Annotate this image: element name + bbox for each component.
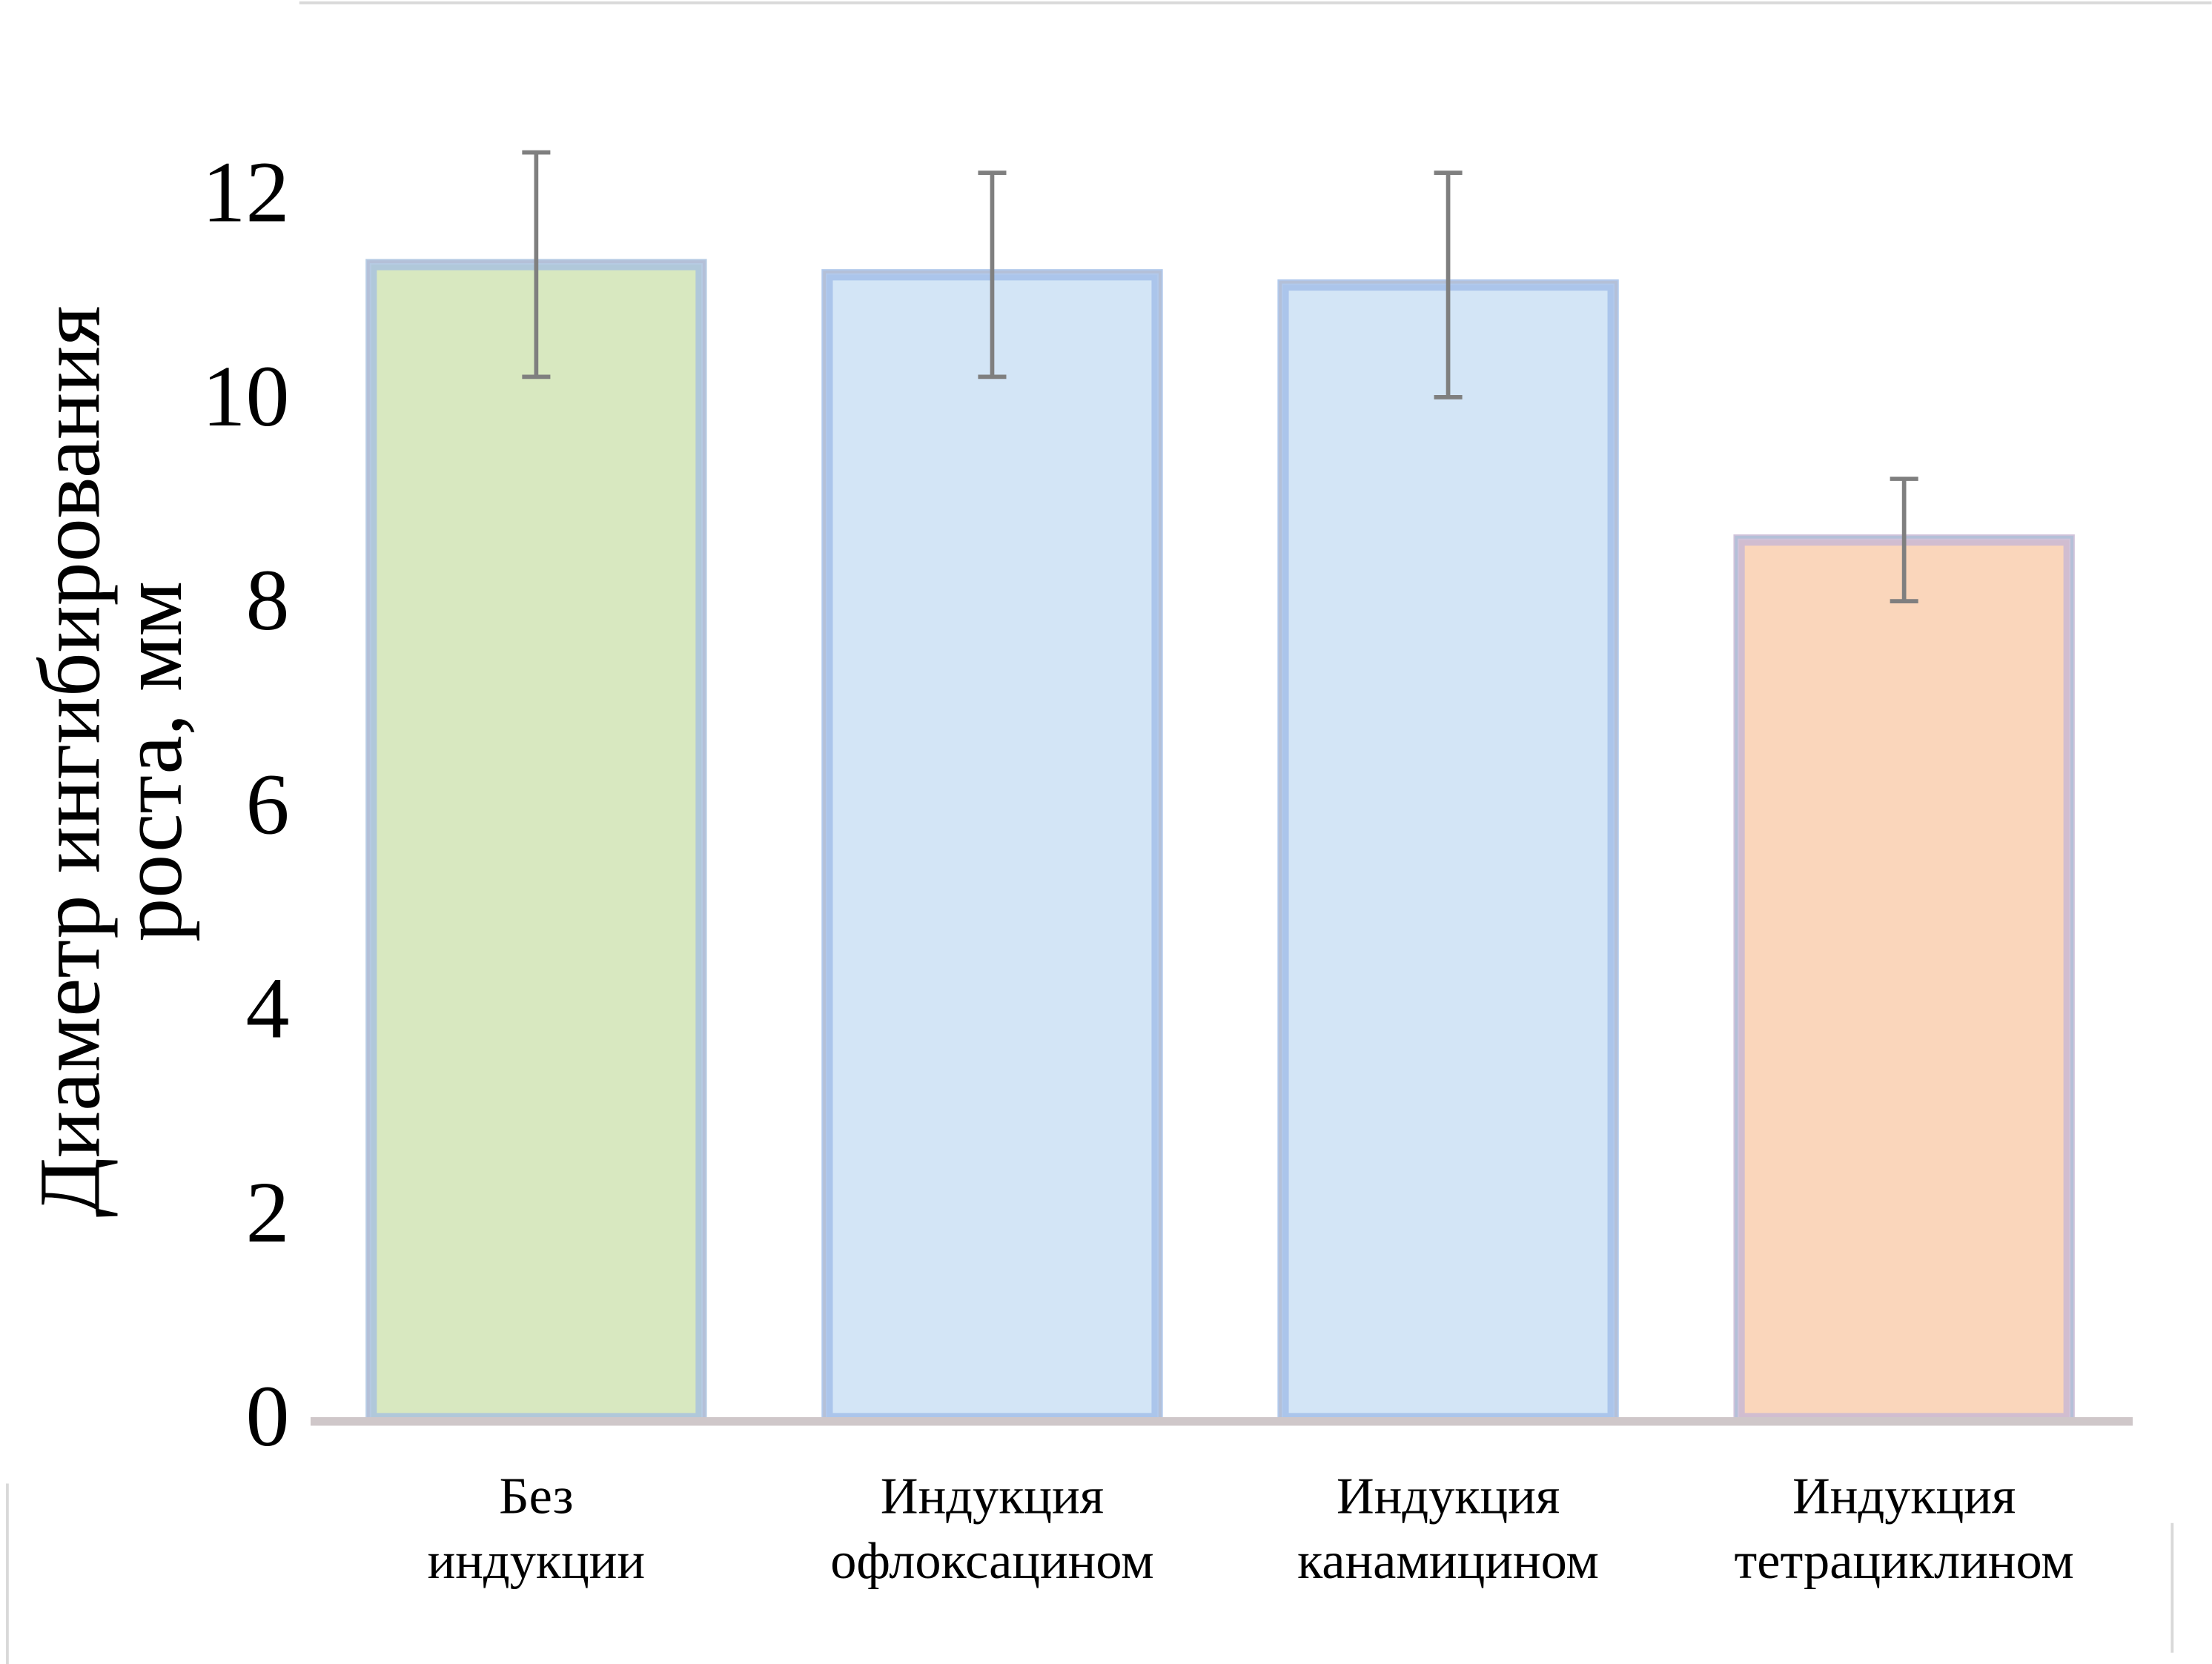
x-tick-label-0: Без индукции: [428, 1467, 646, 1590]
error-bar-2: [1434, 170, 1463, 400]
y-tick-label-12: 12: [202, 144, 289, 241]
bar-0: [365, 259, 707, 1425]
error-bar-0: [522, 150, 551, 379]
y-tick-label-10: 10: [202, 348, 289, 445]
x-tick-label-1: Индукция офлоксацином: [830, 1467, 1153, 1590]
x-tick-label-3: Индукция тетрациклином: [1734, 1467, 2073, 1590]
y-tick-label-6: 6: [245, 755, 289, 852]
bar-3: [1733, 534, 2075, 1425]
y-tick-label-2: 2: [245, 1164, 289, 1261]
bar-2: [1277, 279, 1619, 1425]
x-tick-label-2: Индукция канамицином: [1297, 1467, 1599, 1590]
error-bar-1: [978, 170, 1007, 379]
y-tick-label-0: 0: [245, 1368, 289, 1465]
bar-1: [821, 269, 1163, 1425]
y-axis-label-line-2: роста, мм: [103, 581, 200, 942]
y-tick-label-8: 8: [245, 551, 289, 649]
y-axis-label: Диаметр ингибирования роста, мм: [21, 305, 200, 1217]
y-axis-label-line-1: Диаметр ингибирования: [21, 305, 119, 1217]
error-bar-3: [1890, 477, 1918, 603]
y-tick-label-4: 4: [245, 960, 289, 1057]
